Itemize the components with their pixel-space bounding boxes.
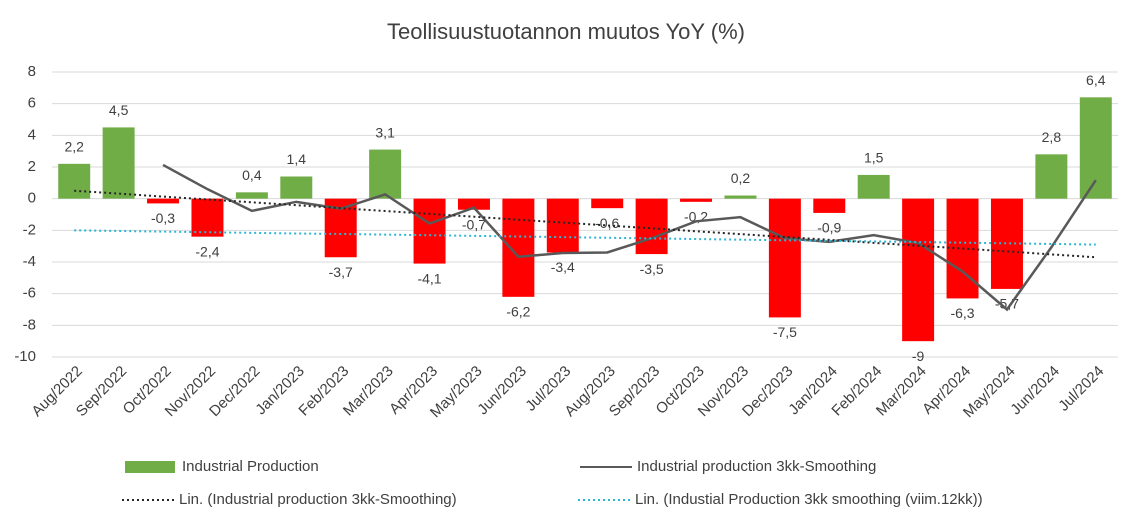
- data-label: -4,1: [417, 270, 441, 286]
- x-tick-label: Jun/2023: [474, 363, 530, 419]
- y-tick-label: -8: [23, 316, 36, 333]
- bar: [768, 198, 801, 318]
- bar: [813, 198, 846, 213]
- line: [74, 229, 1096, 246]
- chart-title: Teollisuustuotannon muutos YoY (%): [387, 19, 745, 44]
- data-label: 1,4: [287, 151, 307, 167]
- bar: [1079, 97, 1112, 199]
- bar: [635, 198, 668, 255]
- y-tick-label: -6: [23, 285, 36, 302]
- data-label: 2,2: [64, 139, 84, 155]
- data-label: 4,5: [109, 102, 129, 118]
- data-label: -6,3: [950, 305, 974, 321]
- line: [162, 163, 1097, 312]
- y-tick-label: -10: [14, 348, 36, 365]
- y-tick-label: 0: [28, 190, 36, 207]
- bar: [724, 195, 757, 199]
- y-tick-label: 8: [28, 63, 36, 80]
- legend-label: Industrial Production: [182, 458, 319, 475]
- data-label: 6,4: [1086, 72, 1106, 88]
- y-tick-label: -2: [23, 221, 36, 238]
- legend-swatch: [125, 461, 175, 473]
- bar: [591, 198, 624, 209]
- bar: [102, 127, 135, 199]
- data-label: -3,4: [551, 259, 575, 275]
- bar: [457, 198, 490, 210]
- data-label: -0,6: [595, 215, 619, 231]
- bar: [857, 174, 890, 199]
- bar: [147, 198, 180, 204]
- bar: [680, 198, 713, 202]
- data-label: 1,5: [864, 150, 884, 166]
- data-label: -0,3: [151, 210, 175, 226]
- y-tick-label: -4: [23, 253, 36, 270]
- data-label: -7,5: [773, 324, 797, 340]
- data-label: -3,5: [640, 261, 664, 277]
- legend-label: Industrial production 3kk-Smoothing: [637, 458, 876, 475]
- bar: [191, 198, 224, 237]
- bar: [546, 198, 579, 253]
- x-tick-label: Jun/2024: [1007, 363, 1063, 419]
- bar: [902, 198, 935, 342]
- bar: [280, 176, 313, 199]
- data-label: -6,2: [506, 304, 530, 320]
- data-label: 3,1: [375, 124, 395, 140]
- data-label: -3,7: [329, 264, 353, 280]
- bar: [1035, 154, 1068, 199]
- data-label: 0,2: [731, 170, 751, 186]
- data-label: -2,4: [195, 243, 219, 259]
- bar: [235, 192, 268, 199]
- data-label: 2,8: [1042, 129, 1062, 145]
- data-label: -0,9: [817, 220, 841, 236]
- y-tick-label: 2: [28, 158, 36, 175]
- y-tick-label: 4: [28, 126, 36, 143]
- data-label: 0,4: [242, 167, 262, 183]
- data-label: -0,7: [462, 216, 486, 232]
- data-label: -9: [912, 348, 925, 364]
- bar: [413, 198, 446, 264]
- bar: [502, 198, 535, 297]
- legend-label: Lin. (Industrial production 3kk-Smoothin…: [179, 491, 457, 508]
- x-tick-label: Jul/2024: [1055, 363, 1107, 415]
- line: [74, 189, 1096, 259]
- bar: [369, 149, 402, 199]
- bar: [58, 163, 91, 199]
- bar: [990, 198, 1023, 289]
- legend-label: Lin. (Industial Production 3kk smoothing…: [635, 491, 983, 508]
- y-tick-label: 6: [28, 95, 36, 112]
